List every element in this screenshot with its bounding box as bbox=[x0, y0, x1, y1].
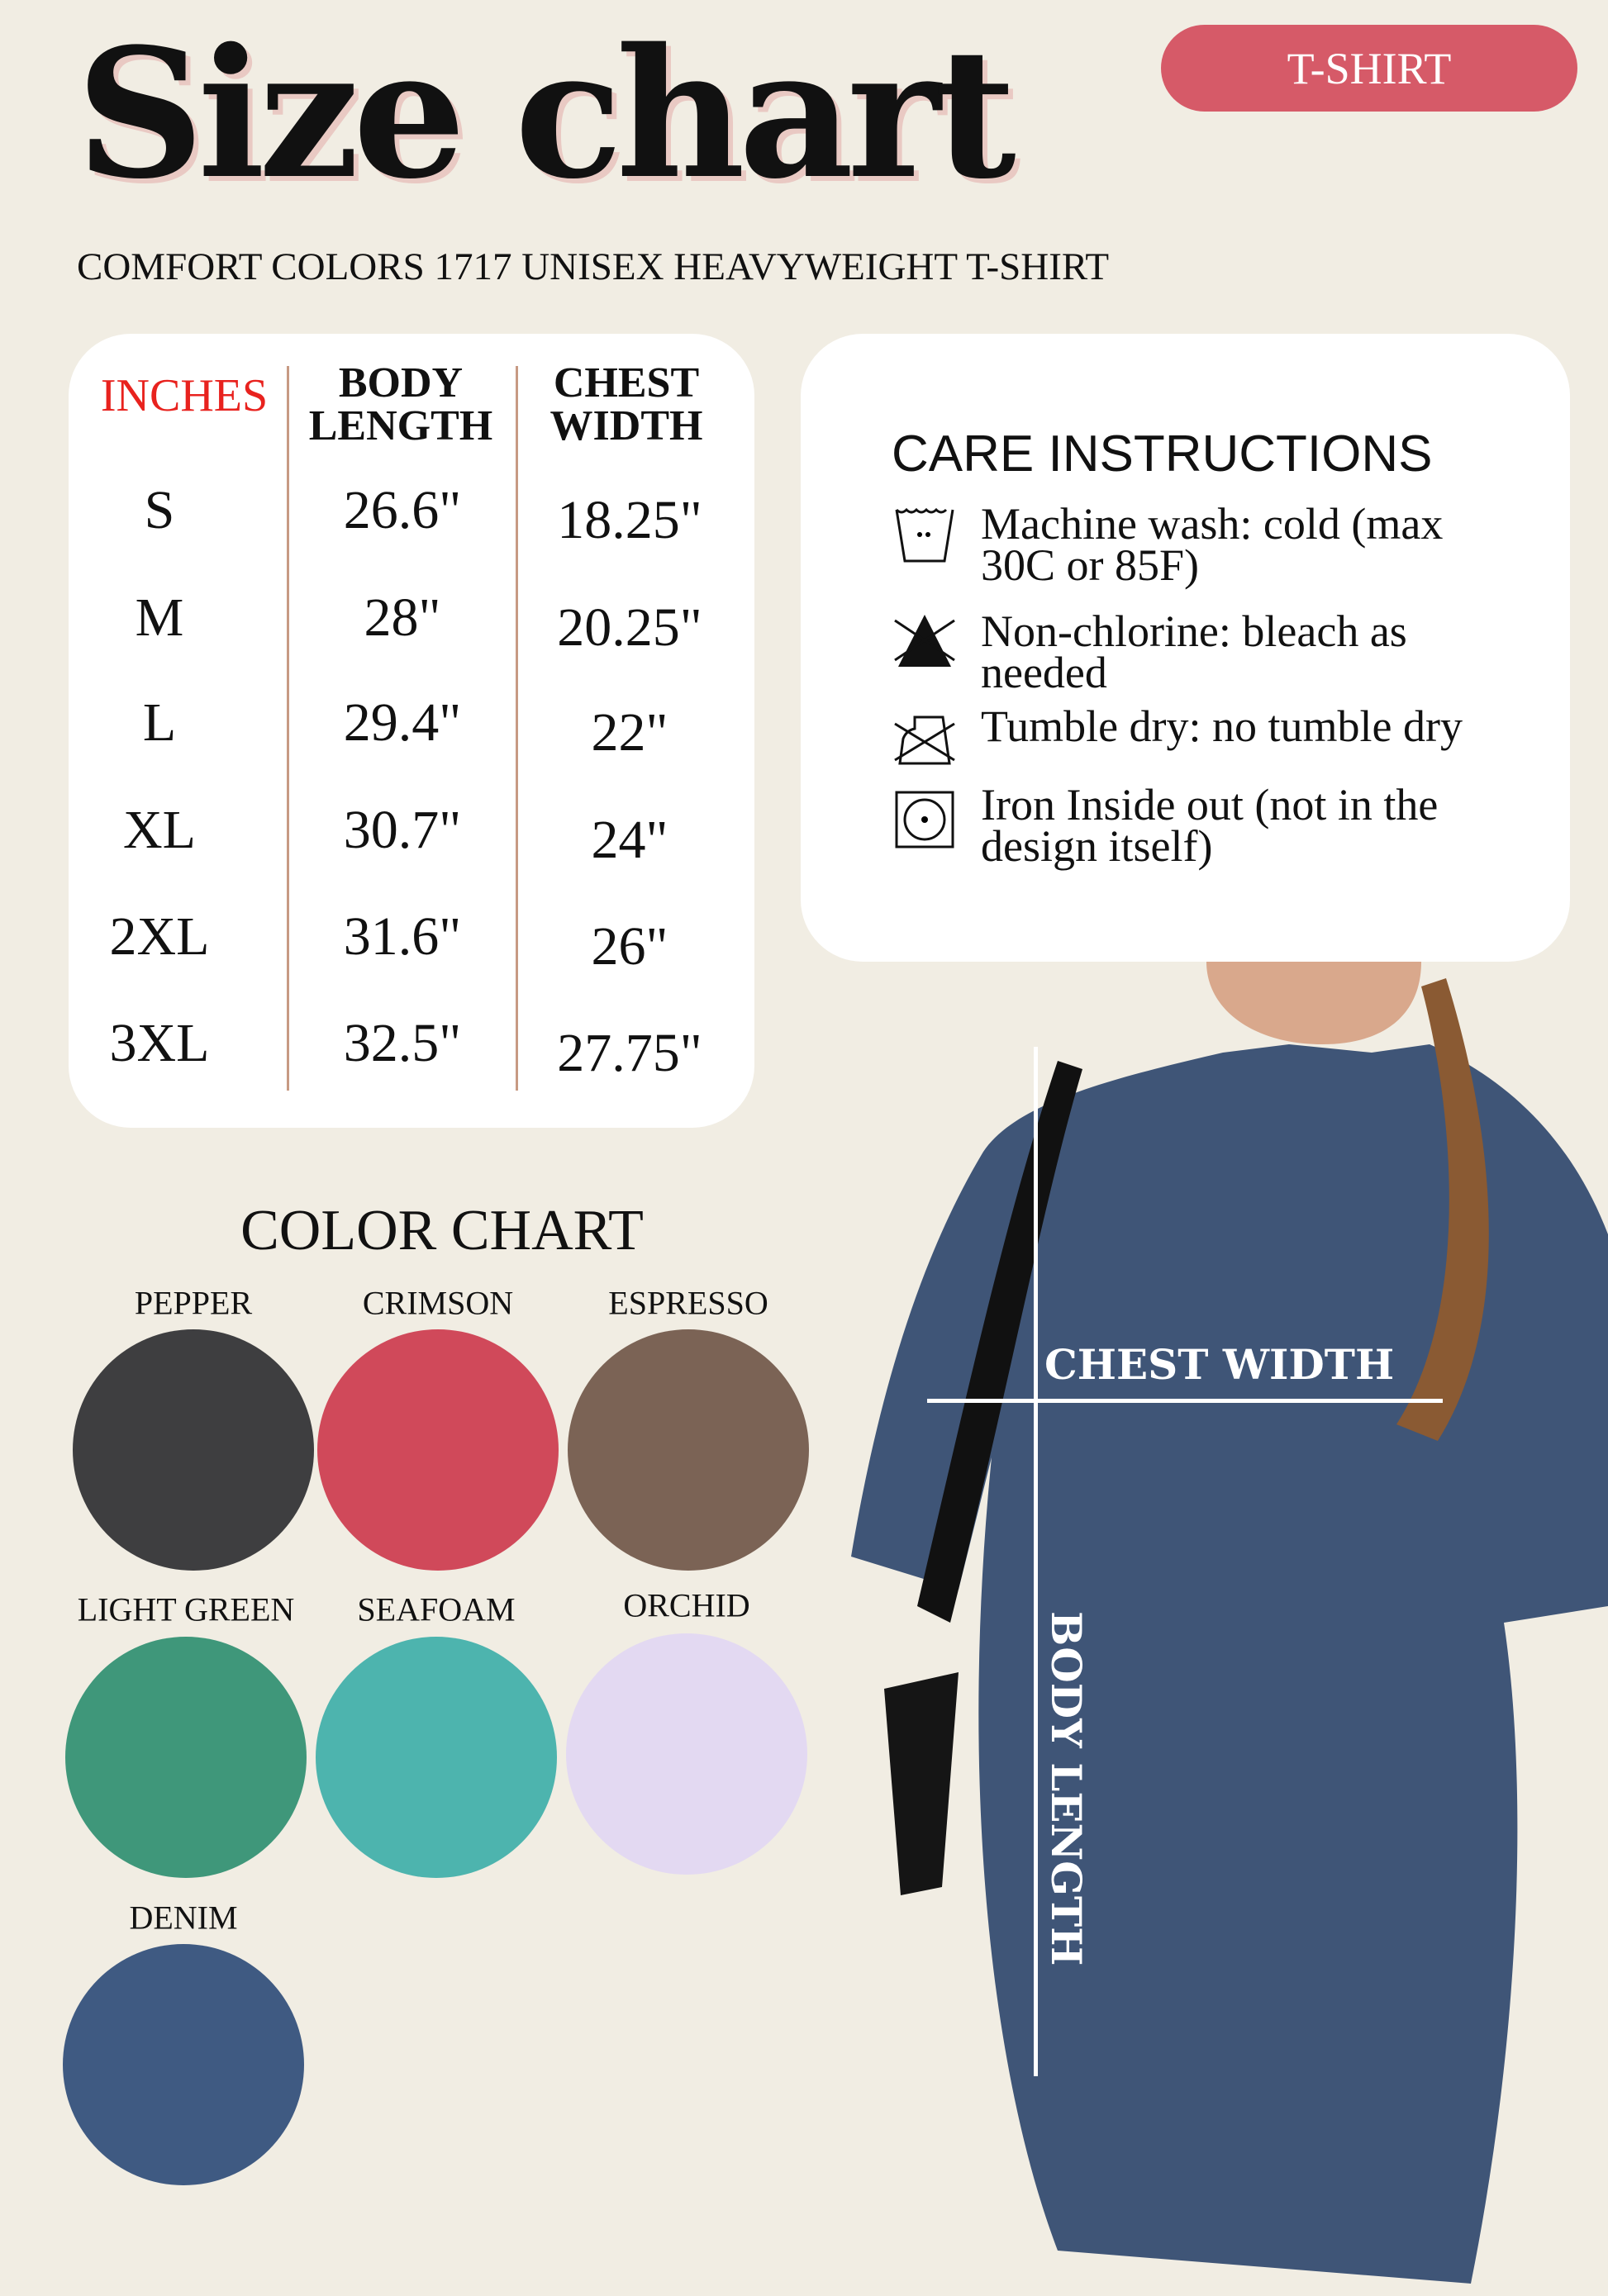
cell-body-length: 31.6" bbox=[343, 906, 462, 967]
care-item: Machine wash: cold (max 30C or 85F) bbox=[892, 499, 1526, 590]
body-length-label: BODY LENGTH bbox=[1042, 1611, 1091, 1966]
header-line: LENGTH bbox=[308, 402, 493, 449]
column-divider bbox=[516, 366, 518, 1091]
care-item: Tumble dry: no tumble dry bbox=[892, 701, 1526, 772]
care-text: Tumble dry: no tumble dry bbox=[981, 701, 1463, 751]
cell-body-length: 26.6" bbox=[343, 480, 462, 540]
color-label: DENIM bbox=[129, 1899, 238, 1937]
header-line: WIDTH bbox=[549, 402, 703, 449]
color-swatch-denim bbox=[63, 1944, 304, 2185]
header-body-length: BODY LENGTH bbox=[309, 362, 493, 448]
care-text: Machine wash: cold (max 30C or 85F) bbox=[981, 499, 1444, 590]
wash-cold-icon bbox=[895, 507, 954, 563]
cell-size: XL bbox=[123, 800, 196, 860]
bag bbox=[884, 1672, 959, 1895]
bag-strap bbox=[917, 1061, 1082, 1623]
cell-chest-width: 26" bbox=[591, 916, 668, 977]
body-length-line bbox=[1034, 1047, 1038, 2076]
cell-size: 2XL bbox=[109, 906, 210, 967]
color-swatch-crimson bbox=[317, 1329, 559, 1571]
product-subtitle: COMFORT COLORS 1717 UNISEX HEAVYWEIGHT T… bbox=[77, 245, 1110, 288]
care-item: Non-chlorine: bleach as needed bbox=[892, 606, 1526, 697]
cell-size: M bbox=[135, 587, 184, 648]
unit-label: INCHES bbox=[100, 370, 269, 421]
column-divider bbox=[287, 366, 289, 1091]
model-face bbox=[1206, 962, 1421, 1044]
iron-icon bbox=[895, 791, 954, 849]
header-line: BODY bbox=[338, 359, 464, 406]
non-chlorine-bleach-icon bbox=[894, 615, 955, 667]
color-label: SEAFOAM bbox=[357, 1590, 516, 1628]
cell-chest-width: 20.25" bbox=[557, 597, 702, 658]
braid bbox=[1396, 978, 1489, 1441]
color-swatch-orchid bbox=[566, 1633, 807, 1875]
color-label: ORCHID bbox=[623, 1586, 750, 1624]
no-tumble-dry-icon bbox=[894, 715, 955, 765]
cell-body-length: 30.7" bbox=[343, 800, 462, 860]
color-swatch-seafoam bbox=[316, 1637, 557, 1878]
care-text: Iron Inside out (not in the design itsel… bbox=[981, 780, 1439, 871]
color-label: LIGHT GREEN bbox=[77, 1590, 295, 1628]
cell-size: L bbox=[142, 692, 177, 753]
header-chest-width: CHEST WIDTH bbox=[550, 362, 703, 448]
tshirt-shape bbox=[851, 1044, 1608, 2284]
model-photo bbox=[851, 962, 1608, 2284]
size-table: INCHES BODY LENGTH CHEST WIDTH S 26.6" 18.25… bbox=[69, 334, 754, 1128]
cell-size: 3XL bbox=[109, 1013, 210, 1073]
page-title: Size chart bbox=[76, 9, 1016, 218]
cell-chest-width: 27.75" bbox=[557, 1023, 702, 1083]
color-label: PEPPER bbox=[134, 1284, 253, 1322]
chest-width-label: CHEST WIDTH bbox=[1044, 1340, 1395, 1389]
header-line: CHEST bbox=[553, 359, 700, 406]
cell-chest-width: 18.25" bbox=[557, 490, 702, 550]
cell-body-length: 28" bbox=[364, 587, 441, 648]
cell-chest-width: 22" bbox=[591, 702, 668, 763]
color-label: CRIMSON bbox=[362, 1284, 514, 1322]
care-title: CARE INSTRUCTIONS bbox=[892, 425, 1433, 482]
color-swatch-espresso bbox=[568, 1329, 809, 1571]
care-item: Iron Inside out (not in the design itsel… bbox=[892, 780, 1526, 871]
care-instructions-card: CARE INSTRUCTIONS Machine wash: cold (ma… bbox=[801, 334, 1570, 962]
color-label: ESPRESSO bbox=[608, 1284, 768, 1322]
product-type-badge: T-SHIRT bbox=[1161, 25, 1577, 112]
color-swatch-light-green bbox=[65, 1637, 307, 1878]
cell-size: S bbox=[144, 480, 175, 540]
care-text: Non-chlorine: bleach as needed bbox=[981, 606, 1407, 697]
cell-chest-width: 24" bbox=[591, 810, 668, 870]
cell-body-length: 32.5" bbox=[343, 1013, 462, 1073]
cell-body-length: 29.4" bbox=[343, 692, 462, 753]
color-chart-title: COLOR CHART bbox=[240, 1199, 644, 1262]
color-swatch-pepper bbox=[73, 1329, 314, 1571]
chest-width-line bbox=[927, 1399, 1443, 1403]
